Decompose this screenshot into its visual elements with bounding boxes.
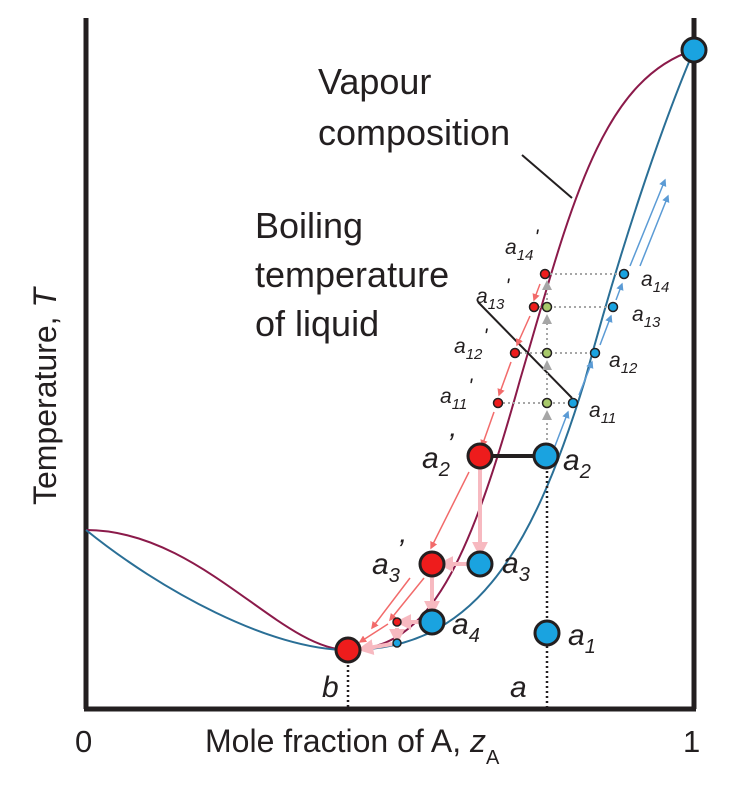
- liquid-annotation-pointer: [477, 301, 573, 399]
- blue-arrows: [554, 178, 670, 447]
- label-a14-prime: a14': [505, 226, 539, 264]
- upper-cascade-dots: [492, 268, 630, 409]
- label-b: b: [322, 671, 339, 704]
- vapour-annotation-pointer: [521, 154, 573, 199]
- label-a11: a11: [589, 399, 616, 427]
- label-a3-prime: a3’: [372, 534, 405, 587]
- label-a11-prime: a11': [440, 375, 473, 413]
- label-a3: a3: [502, 547, 530, 586]
- label-a2: a2: [563, 444, 591, 483]
- point-a3-dot: [466, 550, 494, 578]
- point-a2-dot: [532, 442, 560, 470]
- label-a1: a1: [568, 619, 596, 658]
- point-a4-dot: [418, 608, 446, 636]
- point-a2-prime-dot: [466, 442, 494, 470]
- vapour-composition-curve: [85, 49, 695, 652]
- small-blue-dot-lower: [392, 638, 402, 648]
- point-b-dot: [334, 636, 362, 664]
- red-arrows: [358, 283, 541, 643]
- pure-a-dot: [680, 36, 708, 64]
- label-a14: a14: [641, 268, 669, 296]
- label-a2-prime: a2’: [422, 428, 455, 481]
- y-axis-label: Temperature, T: [27, 286, 63, 505]
- liquid-boiling-curve: [85, 49, 695, 652]
- label-a13: a13: [632, 303, 661, 331]
- upper-tie-lines: [498, 273, 624, 404]
- point-a3-prime-dot: [418, 550, 446, 578]
- small-red-dot-lower: [392, 617, 402, 627]
- vapour-annotation: Vapour composition: [318, 61, 510, 153]
- label-a13-prime: a13': [476, 275, 510, 313]
- x-axis-label: Mole fraction of A, zA: [205, 723, 500, 769]
- x-tick-1: 1: [683, 724, 700, 759]
- label-a4: a4: [452, 608, 480, 647]
- point-a1-dot: [533, 619, 561, 647]
- label-a12-prime: a12': [454, 325, 488, 363]
- label-a12: a12: [609, 349, 638, 377]
- liquid-annotation: Boiling temperature of liquid: [255, 205, 459, 344]
- x-tick-0: 0: [75, 724, 92, 759]
- label-a: a: [510, 671, 527, 704]
